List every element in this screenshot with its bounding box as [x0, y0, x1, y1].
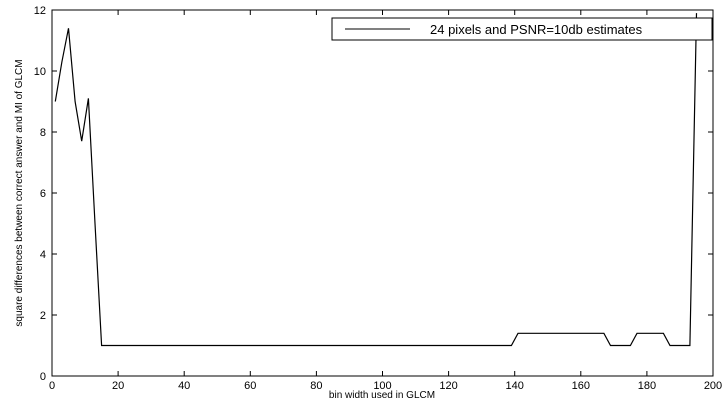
x-tick-label: 40 [178, 380, 190, 392]
series-layer [54, 13, 698, 347]
x-tick-label: 140 [506, 380, 524, 392]
y-tick-label: 10 [34, 66, 46, 78]
plot-frame [51, 9, 714, 377]
y-axis-label: square differences between correct answe… [14, 59, 25, 326]
x-tick-label: 180 [638, 380, 656, 392]
y-tick-label: 6 [40, 188, 46, 200]
x-axis-label: bin width used in GLCM [329, 390, 435, 401]
y-tick-label: 0 [40, 371, 46, 383]
x-tick-label: 80 [310, 380, 322, 392]
y-tick-label: 8 [40, 127, 46, 139]
x-tick-label: 120 [439, 380, 457, 392]
legend-label: 24 pixels and PSNR=10db estimates [430, 22, 643, 37]
axis-ticks: 0 20 40 60 80 100 120 140 160 180 200 0 2 4 6 8 10 12 [34, 5, 722, 392]
y-tick-label: 4 [40, 249, 46, 261]
legend: 24 pixels and PSNR=10db estimates [331, 17, 713, 41]
series-line [54, 13, 698, 347]
x-tick-label: 200 [704, 380, 722, 392]
x-tick-label: 0 [49, 380, 55, 392]
x-tick-label: 160 [572, 380, 590, 392]
y-tick-label: 12 [34, 5, 46, 17]
x-tick-label: 60 [244, 380, 256, 392]
legend-box [331, 17, 713, 41]
x-tick-label: 20 [112, 380, 124, 392]
x-tick-label: 100 [373, 380, 391, 392]
y-tick-label: 2 [40, 310, 46, 322]
